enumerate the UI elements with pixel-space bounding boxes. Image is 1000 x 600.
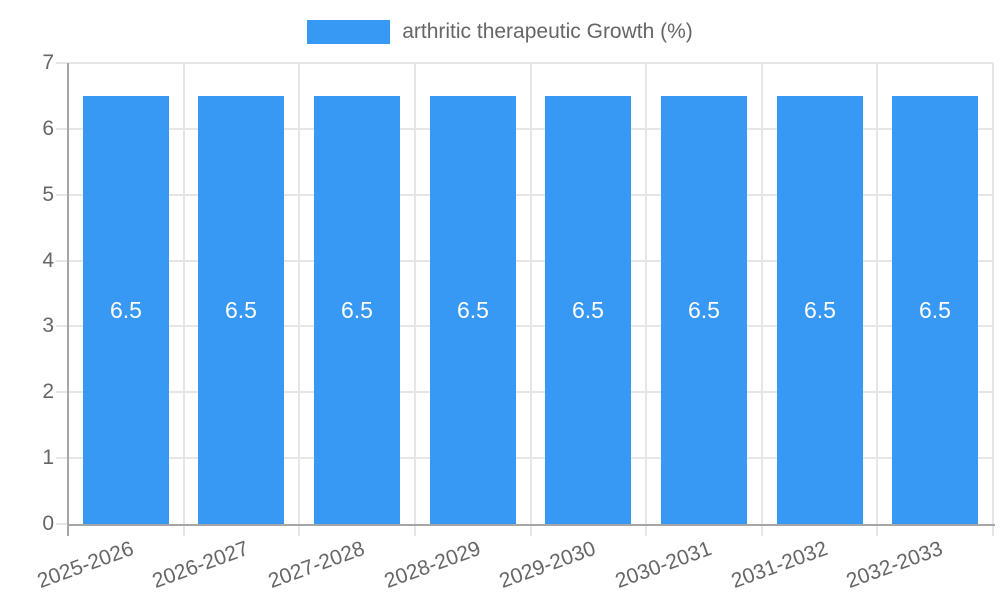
y-gridline xyxy=(56,128,993,130)
y-axis-line xyxy=(67,63,69,536)
chart-legend[interactable]: arthritic therapeutic Growth (%) xyxy=(0,20,1000,44)
y-axis-tick-label: 7 xyxy=(42,51,54,74)
bar-value-label: 6.5 xyxy=(225,297,257,323)
bar-value-label: 6.5 xyxy=(804,297,836,323)
x-axis-tick-label: 2028-2029 xyxy=(380,536,484,593)
bar[interactable] xyxy=(198,96,284,524)
bar-value-label: 6.5 xyxy=(110,297,142,323)
legend-swatch xyxy=(307,20,391,44)
bar-value-label: 6.5 xyxy=(688,297,720,323)
bar[interactable] xyxy=(892,96,978,524)
y-axis-tick-label: 2 xyxy=(42,380,54,403)
x-axis-tick-label: 2025-2026 xyxy=(33,536,137,593)
x-tick-mark xyxy=(183,524,185,536)
bar[interactable] xyxy=(545,96,631,524)
y-gridline xyxy=(56,62,993,64)
bar[interactable] xyxy=(314,96,400,524)
x-axis-tick-label: 2031-2032 xyxy=(727,536,831,593)
x-tick-mark xyxy=(645,524,647,536)
bar[interactable] xyxy=(661,96,747,524)
bar[interactable] xyxy=(430,96,516,524)
y-axis-tick-label: 4 xyxy=(42,249,54,272)
bar-value-label: 6.5 xyxy=(919,297,951,323)
y-gridline xyxy=(56,260,993,262)
x-gridline xyxy=(414,63,416,524)
x-gridline xyxy=(298,63,300,524)
x-axis-line xyxy=(67,524,995,526)
y-gridline xyxy=(56,194,993,196)
y-gridline xyxy=(56,325,993,327)
x-gridline xyxy=(992,63,994,524)
x-tick-mark xyxy=(761,524,763,536)
x-gridline xyxy=(530,63,532,524)
y-gridline xyxy=(56,391,993,393)
x-tick-mark xyxy=(992,524,994,536)
x-tick-mark xyxy=(530,524,532,536)
x-tick-mark xyxy=(876,524,878,536)
y-tick-mark xyxy=(56,523,68,525)
y-axis-tick-label: 1 xyxy=(42,446,54,469)
bar[interactable] xyxy=(777,96,863,524)
bar[interactable] xyxy=(83,96,169,524)
x-gridline xyxy=(761,63,763,524)
y-axis-tick-label: 6 xyxy=(42,117,54,140)
x-gridline xyxy=(876,63,878,524)
bar-value-label: 6.5 xyxy=(572,297,604,323)
legend-label: arthritic therapeutic Growth (%) xyxy=(402,20,693,43)
x-tick-mark xyxy=(298,524,300,536)
x-gridline xyxy=(645,63,647,524)
y-axis-tick-label: 3 xyxy=(42,314,54,337)
x-gridline xyxy=(183,63,185,524)
bar-value-label: 6.5 xyxy=(341,297,373,323)
y-axis-tick-label: 5 xyxy=(42,183,54,206)
x-tick-mark xyxy=(414,524,416,536)
x-axis-tick-label: 2027-2028 xyxy=(264,536,368,593)
y-axis-tick-label: 0 xyxy=(42,512,54,535)
x-axis-tick-label: 2026-2027 xyxy=(148,536,252,593)
bar-value-label: 6.5 xyxy=(457,297,489,323)
x-axis-tick-label: 2030-2031 xyxy=(611,536,715,593)
x-axis-tick-label: 2029-2030 xyxy=(495,536,599,593)
y-gridline xyxy=(56,457,993,459)
x-axis-tick-label: 2032-2033 xyxy=(842,536,946,593)
